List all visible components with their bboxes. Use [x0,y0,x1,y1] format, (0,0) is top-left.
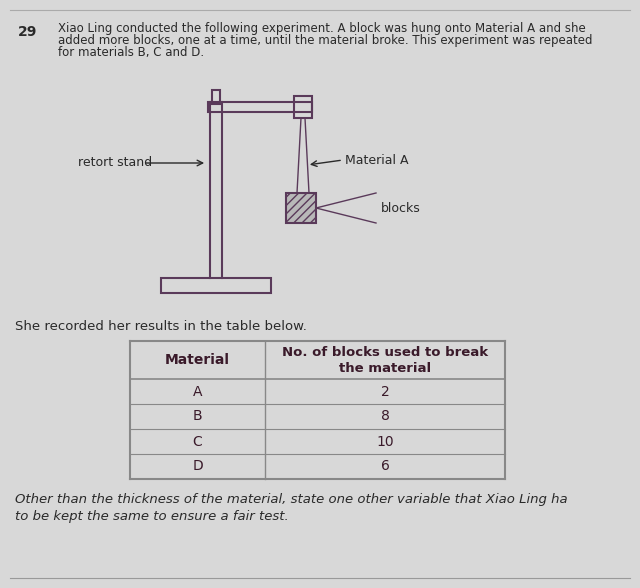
Text: 29: 29 [18,25,37,39]
Text: She recorded her results in the table below.: She recorded her results in the table be… [15,320,307,333]
Text: 8: 8 [381,409,389,423]
Text: D: D [192,459,203,473]
Text: No. of blocks used to break: No. of blocks used to break [282,346,488,359]
Text: added more blocks, one at a time, until the material broke. This experiment was : added more blocks, one at a time, until … [58,34,593,47]
Text: C: C [193,435,202,449]
Text: Material A: Material A [345,153,408,166]
Text: retort stand: retort stand [78,156,152,169]
Text: to be kept the same to ensure a fair test.: to be kept the same to ensure a fair tes… [15,510,289,523]
Text: B: B [193,409,202,423]
Text: A: A [193,385,202,399]
Polygon shape [286,193,316,223]
Text: Other than the thickness of the material, state one other variable that Xiao Lin: Other than the thickness of the material… [15,493,568,506]
Text: Material: Material [165,353,230,367]
Text: 2: 2 [381,385,389,399]
Text: Xiao Ling conducted the following experiment. A block was hung onto Material A a: Xiao Ling conducted the following experi… [58,22,586,35]
Text: for materials B, C and D.: for materials B, C and D. [58,46,204,59]
Text: the material: the material [339,362,431,375]
Text: 6: 6 [381,459,389,473]
Text: 10: 10 [376,435,394,449]
Text: blocks: blocks [381,202,420,215]
